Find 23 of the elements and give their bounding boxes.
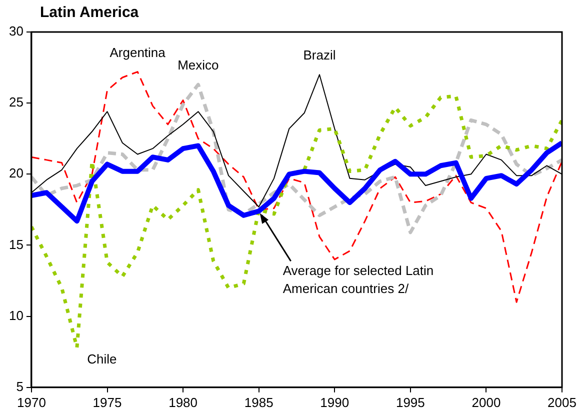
annotation: Average for selected Latin American countries 2/ [282, 263, 434, 296]
series-label: Mexico [178, 58, 219, 73]
y-tick-label: 5 [16, 378, 24, 394]
x-tick-label: 1995 [396, 394, 425, 410]
x-tick-label: 1985 [244, 394, 274, 410]
x-tick-label: 2000 [472, 394, 501, 410]
y-tick-label: 20 [8, 166, 24, 181]
x-tick-label: 1970 [17, 394, 46, 410]
line-series [31, 71, 562, 303]
series-label: Chile [87, 352, 117, 367]
line-series [31, 94, 562, 350]
x-tick-label: 1980 [168, 394, 198, 410]
y-tick-label: 30 [8, 24, 24, 39]
x-tick-label: 2005 [548, 394, 576, 410]
x-tick-label: 1990 [320, 394, 350, 410]
y-tick-label: 10 [8, 308, 24, 323]
series-label: Brazil [303, 48, 336, 63]
series-label: Argentina [110, 44, 166, 60]
line-series [31, 82, 562, 234]
chart-title: Latin America [40, 4, 139, 21]
y-tick-label: 15 [8, 236, 24, 252]
y-tick-label: 25 [8, 94, 24, 110]
x-tick-label: 1975 [92, 394, 122, 410]
